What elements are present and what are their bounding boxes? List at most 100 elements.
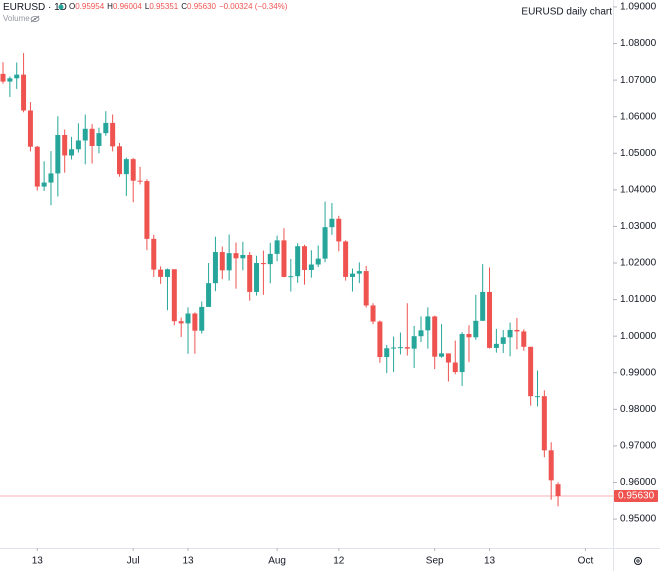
y-tick-label: 1.06000 <box>620 111 657 122</box>
candle-body <box>487 291 493 348</box>
candle-body <box>356 271 362 274</box>
candle-body <box>521 331 527 347</box>
y-tick-label: 0.96000 <box>620 477 657 488</box>
ohlc-key: H <box>107 2 113 11</box>
ohlc-change: −0.00324 (−0.34%) <box>219 2 288 11</box>
candle-body <box>199 306 205 331</box>
symbol: EURUSD · 1D <box>3 2 67 13</box>
candle-body <box>329 218 335 228</box>
candle-body <box>192 313 198 331</box>
candle-body <box>34 146 40 187</box>
ohlc-value: 0.96004 <box>113 2 142 11</box>
candle-body <box>528 346 534 397</box>
candle-body <box>151 238 157 270</box>
candle-body <box>480 291 486 321</box>
x-tick-label: 13 <box>484 556 496 567</box>
candle-body <box>452 362 458 373</box>
candle-body <box>69 149 75 156</box>
candle-body <box>534 396 540 398</box>
candle-body <box>144 181 150 239</box>
candle-body <box>240 254 246 259</box>
legend-header: EURUSD · 1D <box>3 2 67 13</box>
candle-body <box>391 347 397 349</box>
candle-body <box>89 128 95 146</box>
candle-body <box>41 182 47 187</box>
candle-body <box>397 347 403 349</box>
ohlc-key: C <box>181 2 187 11</box>
candle-body <box>233 253 239 259</box>
y-tick-label: 0.98000 <box>620 404 657 415</box>
ohlc-key: L <box>145 2 150 11</box>
candle-body <box>158 269 164 277</box>
y-tick-label: 1.04000 <box>620 185 657 196</box>
candle-body <box>82 128 88 141</box>
x-tick-label: Oct <box>578 556 594 567</box>
candle-body <box>103 122 109 134</box>
y-tick-label: 1.01000 <box>620 294 657 305</box>
candle-body <box>75 140 81 150</box>
candle-body <box>27 110 33 147</box>
settings-icon[interactable] <box>634 557 642 565</box>
candle-body <box>418 330 424 337</box>
candle-body <box>322 227 328 259</box>
candle-body <box>55 134 61 174</box>
y-tick-label: 0.95000 <box>620 514 657 525</box>
y-tick-label: 1.03000 <box>620 221 657 232</box>
candle-body <box>445 353 451 363</box>
candle-body <box>123 159 129 175</box>
candle-body <box>541 396 547 451</box>
volume-label: Volume <box>3 14 30 23</box>
candle-body <box>377 321 383 358</box>
candle-body <box>260 263 266 265</box>
last-price-label: 0.95630 <box>618 491 655 502</box>
candle-body <box>349 273 355 277</box>
candle-body <box>281 240 287 277</box>
y-tick-label: 1.02000 <box>620 258 657 269</box>
candle-body <box>62 134 68 156</box>
y-tick-label: 1.09000 <box>620 2 657 13</box>
candle-body <box>432 316 438 357</box>
candle-body <box>404 347 410 349</box>
candle-body <box>315 258 321 265</box>
eye-icon[interactable] <box>30 15 40 23</box>
x-tick-label: 12 <box>333 556 345 567</box>
y-tick-label: 1.07000 <box>620 75 657 86</box>
x-tick-label: Sep <box>426 556 444 567</box>
candle-body <box>219 252 225 271</box>
candle-body <box>7 78 13 82</box>
candle-body <box>137 180 143 182</box>
candle-body <box>439 353 445 357</box>
candle-body <box>507 329 513 338</box>
candle-body <box>267 253 273 265</box>
x-tick-label: Aug <box>268 556 286 567</box>
y-tick-label: 0.97000 <box>620 441 657 452</box>
candle-body <box>254 263 260 292</box>
status-dot <box>58 4 64 10</box>
candle-body <box>130 159 136 181</box>
candle-body <box>178 321 184 324</box>
x-tick-label: 13 <box>32 556 44 567</box>
ohlc-value: 0.95351 <box>149 2 178 11</box>
y-tick-label: 0.99000 <box>620 367 657 378</box>
candle-body <box>185 313 191 324</box>
candle-body <box>500 337 506 344</box>
ohlc-value: 0.95630 <box>187 2 216 11</box>
x-tick-label: Jul <box>127 556 140 567</box>
candle-body <box>206 283 212 307</box>
candle-body <box>363 271 369 306</box>
candle-body <box>514 329 520 332</box>
candle-body <box>459 333 465 373</box>
candle-body <box>21 74 27 111</box>
candle-body <box>0 73 6 82</box>
candle-body <box>466 333 472 338</box>
candle-body <box>343 241 349 277</box>
candle-body <box>212 252 218 284</box>
candle-body <box>226 253 232 271</box>
candle-body <box>171 269 177 322</box>
candle-body <box>288 276 294 278</box>
ohlc-value: 0.95954 <box>75 2 104 11</box>
candle-body <box>247 254 253 292</box>
candle-body <box>384 348 390 358</box>
